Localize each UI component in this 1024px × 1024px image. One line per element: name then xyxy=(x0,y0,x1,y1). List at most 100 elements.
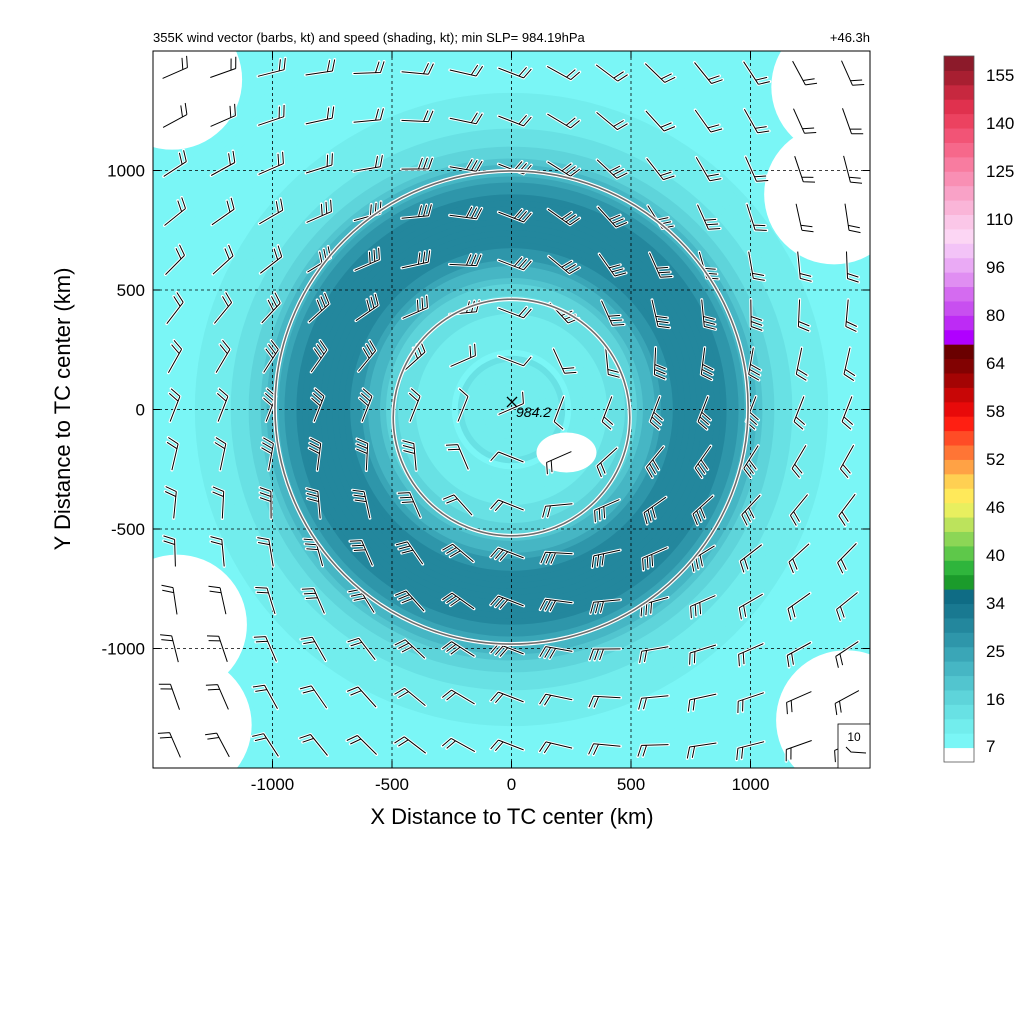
colorbar-swatch xyxy=(944,228,974,244)
wind-barb xyxy=(251,683,279,711)
wind-barb xyxy=(211,243,235,276)
radius-circles xyxy=(272,168,751,647)
wind-barb xyxy=(845,250,861,284)
wind-barb xyxy=(644,445,666,479)
colorbar-swatch xyxy=(944,661,974,677)
wind-barb xyxy=(300,587,326,615)
y-axis-label: Y Distance to TC center (km) xyxy=(50,268,75,551)
wind-barb xyxy=(786,591,812,622)
colorbar-swatch xyxy=(944,185,974,201)
colorbar-tick-label: 125 xyxy=(986,162,1014,181)
wind-barb xyxy=(595,158,629,180)
wind-barb xyxy=(209,102,237,128)
colorbar-swatch xyxy=(944,344,974,360)
wind-barb xyxy=(304,105,336,126)
wind-barb xyxy=(737,592,765,621)
x-tick-label: 500 xyxy=(617,775,645,794)
wind-barb xyxy=(842,154,864,185)
wind-barb xyxy=(393,638,427,660)
wind-barb xyxy=(735,740,766,762)
wind-barb xyxy=(441,542,475,564)
colorbar-tick-label: 140 xyxy=(986,114,1014,133)
wind-barb xyxy=(838,443,856,480)
colorbar-swatch xyxy=(944,560,974,576)
colorbar-swatch xyxy=(944,689,974,705)
wind-barb xyxy=(747,250,767,282)
wind-barb xyxy=(792,107,818,135)
wind-barb xyxy=(545,64,582,82)
wind-barb xyxy=(161,54,189,80)
wind-barb xyxy=(843,202,862,235)
tc-center-marker: 984.2 xyxy=(506,396,551,420)
wind-barb xyxy=(785,641,813,669)
wind-barb xyxy=(440,688,477,706)
wind-barb xyxy=(351,488,372,520)
colorbar: 7 16 25 34 40 46 52 58 64 80 96 110 125 140 155 xyxy=(943,55,1014,763)
wind-barb xyxy=(688,643,718,667)
wind-barb xyxy=(590,548,622,569)
wind-barb xyxy=(652,346,668,381)
wind-barb xyxy=(400,202,433,220)
colorbar-swatch xyxy=(944,718,974,734)
colorbar-swatch xyxy=(944,358,974,374)
wind-barb xyxy=(346,636,377,662)
wind-barb xyxy=(736,691,766,715)
wind-barb xyxy=(252,635,278,663)
wind-barb xyxy=(740,493,762,527)
wind-barb xyxy=(166,338,184,375)
wind-barb xyxy=(796,250,814,283)
wind-barb xyxy=(840,394,855,431)
colorbar-swatch xyxy=(944,286,974,302)
x-axis: -1000 -500 0 500 1000 xyxy=(251,51,769,794)
wind-barb xyxy=(203,731,231,759)
wind-barb xyxy=(691,494,715,527)
wind-barb xyxy=(257,150,285,176)
wind-barb xyxy=(297,733,329,757)
wind-barb xyxy=(260,291,282,325)
wind-barb xyxy=(302,537,325,568)
wind-barb xyxy=(358,387,374,424)
wind-barb xyxy=(407,387,422,424)
wind-barb xyxy=(745,202,769,232)
colorbar-tick-label: 58 xyxy=(986,402,1005,421)
colorbar-tick-label: 16 xyxy=(986,690,1005,709)
wind-barb xyxy=(165,436,180,472)
wind-barb xyxy=(354,437,370,472)
wind-barbs xyxy=(156,54,866,764)
wind-barb xyxy=(784,739,814,763)
wind-speed-shading xyxy=(153,51,870,768)
plot-area: 984.2 xyxy=(153,51,870,768)
wind-barb xyxy=(304,58,337,77)
colorbar-frame xyxy=(943,55,975,763)
wind-barb xyxy=(400,61,435,76)
colorbar-swatch xyxy=(944,257,974,273)
colorbar-swatch xyxy=(944,473,974,489)
wind-barb xyxy=(310,387,326,424)
colorbar-swatch xyxy=(944,488,974,504)
wind-barb xyxy=(645,156,676,182)
colorbar-tick-label: 96 xyxy=(986,258,1005,277)
y-axis: -1000 -500 0 500 1000 xyxy=(102,162,870,659)
wind-barb xyxy=(298,684,329,710)
colorbar-swatch xyxy=(944,747,974,763)
wind-barb xyxy=(595,110,629,132)
wind-barb xyxy=(161,101,189,129)
wind-barb xyxy=(352,106,385,124)
wind-barb xyxy=(545,450,573,476)
radius-circle-line xyxy=(392,298,631,537)
wind-barb xyxy=(496,354,533,368)
colorbar-swatch xyxy=(944,675,974,691)
wind-barb xyxy=(693,61,725,85)
wind-barb xyxy=(212,291,234,325)
wind-barb xyxy=(496,208,533,224)
wind-barb xyxy=(158,633,180,664)
wind-barb xyxy=(209,535,226,568)
wind-barb xyxy=(489,498,526,513)
wind-barb xyxy=(589,598,622,615)
wind-barb xyxy=(696,394,712,431)
x-tick-label: 0 xyxy=(507,775,516,794)
wind-barb xyxy=(796,298,811,333)
wind-barb xyxy=(353,246,381,272)
wind-barb xyxy=(352,153,384,173)
wind-barb xyxy=(836,541,858,575)
